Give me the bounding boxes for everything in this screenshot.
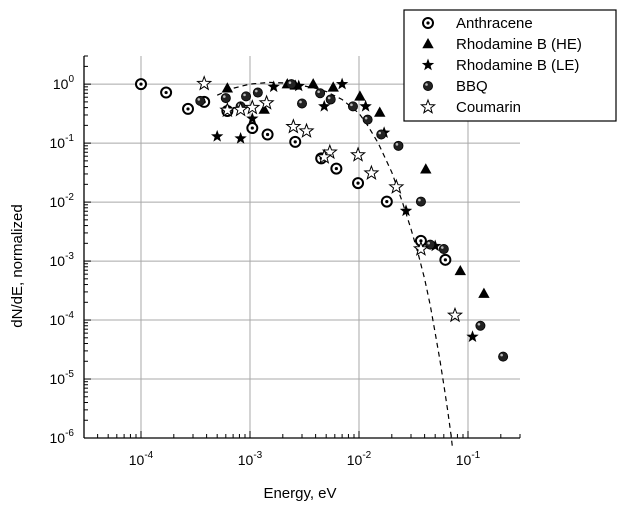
point-rhodamine-b-he <box>374 106 386 117</box>
point-bbq <box>362 114 373 125</box>
legend-label: BBQ <box>456 78 488 95</box>
legend-label: Rhodamine B (HE) <box>456 36 582 53</box>
point-anthracene <box>261 128 274 141</box>
point-anthracene <box>330 162 343 175</box>
x-tick-label: 10-1 <box>456 450 481 468</box>
fit-curve <box>216 81 453 448</box>
y-tick-label: 10-5 <box>50 369 75 387</box>
point-coumarin <box>349 146 367 162</box>
y-axis-title: dN/dE, normalized <box>9 204 26 327</box>
point-rhodamine-b-he <box>221 82 234 93</box>
point-rhodamine-b-le <box>318 99 331 112</box>
x-axis-title: Energy, eV <box>263 485 336 502</box>
point-rhodamine-b-le <box>429 239 442 252</box>
point-rhodamine-b-he <box>420 163 432 174</box>
legend-marker-anthracene <box>422 17 434 29</box>
point-bbq <box>286 79 297 90</box>
point-bbq <box>195 95 206 106</box>
point-coumarin <box>258 94 275 110</box>
point-rhodamine-b-le <box>234 131 247 144</box>
x-tick-label: 10-4 <box>129 450 154 468</box>
point-coumarin <box>388 178 405 194</box>
point-bbq <box>315 88 326 99</box>
point-rhodamine-b-he <box>258 103 270 114</box>
point-rhodamine-b-le <box>335 77 349 90</box>
legend-marker-rhodamine-b-he <box>422 38 434 49</box>
point-rhodamine-b-he <box>478 287 490 298</box>
point-bbq <box>475 320 486 331</box>
point-bbq <box>241 91 252 102</box>
point-anthracene <box>439 253 452 266</box>
point-bbq <box>498 351 509 362</box>
data-markers <box>134 75 509 362</box>
legend-box <box>403 9 617 122</box>
x-tick-label: 10-3 <box>238 450 263 468</box>
point-coumarin <box>316 148 333 164</box>
point-rhodamine-b-le <box>267 80 280 93</box>
point-coumarin <box>285 118 302 134</box>
point-rhodamine-b-le <box>246 112 259 124</box>
point-coumarin <box>244 99 261 115</box>
point-rhodamine-b-he <box>354 90 366 101</box>
y-tick-label: 100 <box>53 74 75 92</box>
legend-label: Rhodamine B (LE) <box>456 57 579 74</box>
point-anthracene <box>380 195 393 208</box>
point-coumarin <box>298 122 315 138</box>
point-anthracene <box>352 177 365 190</box>
y-tick-label: 10-4 <box>50 310 75 328</box>
point-coumarin <box>446 306 464 323</box>
point-anthracene <box>246 122 259 135</box>
point-rhodamine-b-le <box>211 129 224 142</box>
tick-labels: 10-4 10-3 10-2 10-1 10-6 10-5 10-4 10-3 10-2 10-1… <box>50 74 481 468</box>
legend-marker-bbq <box>422 81 433 92</box>
y-tick-label: 10-6 <box>50 428 75 446</box>
y-tick-label: 10-3 <box>50 251 75 269</box>
point-bbq <box>220 93 231 104</box>
point-bbq <box>393 140 404 151</box>
point-anthracene <box>134 78 147 91</box>
legend: Anthracene Rhodamine B (HE) Rhodamine B (L… <box>403 9 617 122</box>
point-anthracene <box>182 102 195 115</box>
x-tick-label: 10-2 <box>347 450 372 468</box>
fit-curve-group <box>216 81 453 448</box>
point-rhodamine-b-he <box>327 81 339 92</box>
legend-label: Coumarin <box>456 99 521 116</box>
point-rhodamine-b-he <box>454 264 467 276</box>
point-coumarin <box>412 240 429 256</box>
point-bbq <box>252 87 263 98</box>
point-coumarin <box>219 101 236 118</box>
legend-label: Anthracene <box>456 15 533 32</box>
axes <box>83 55 521 439</box>
point-anthracene <box>160 86 173 99</box>
point-rhodamine-b-he <box>307 78 319 89</box>
point-bbq <box>376 129 387 140</box>
point-rhodamine-b-le <box>292 79 305 92</box>
point-bbq <box>438 244 449 255</box>
point-coumarin <box>196 75 213 91</box>
point-bbq <box>325 94 336 105</box>
y-tick-label: 10-2 <box>50 192 75 210</box>
point-rhodamine-b-le <box>359 99 372 112</box>
point-bbq <box>347 101 358 112</box>
point-bbq <box>415 196 426 207</box>
point-rhodamine-b-le <box>399 204 413 217</box>
point-anthracene <box>289 135 302 148</box>
point-rhodamine-b-le <box>466 330 479 343</box>
y-tick-label: 10-1 <box>50 133 75 151</box>
legend-marker-coumarin <box>419 98 437 114</box>
point-coumarin <box>363 164 380 180</box>
legend-marker-rhodamine-b-le <box>421 58 435 71</box>
point-coumarin <box>232 101 249 117</box>
point-bbq <box>296 98 307 109</box>
